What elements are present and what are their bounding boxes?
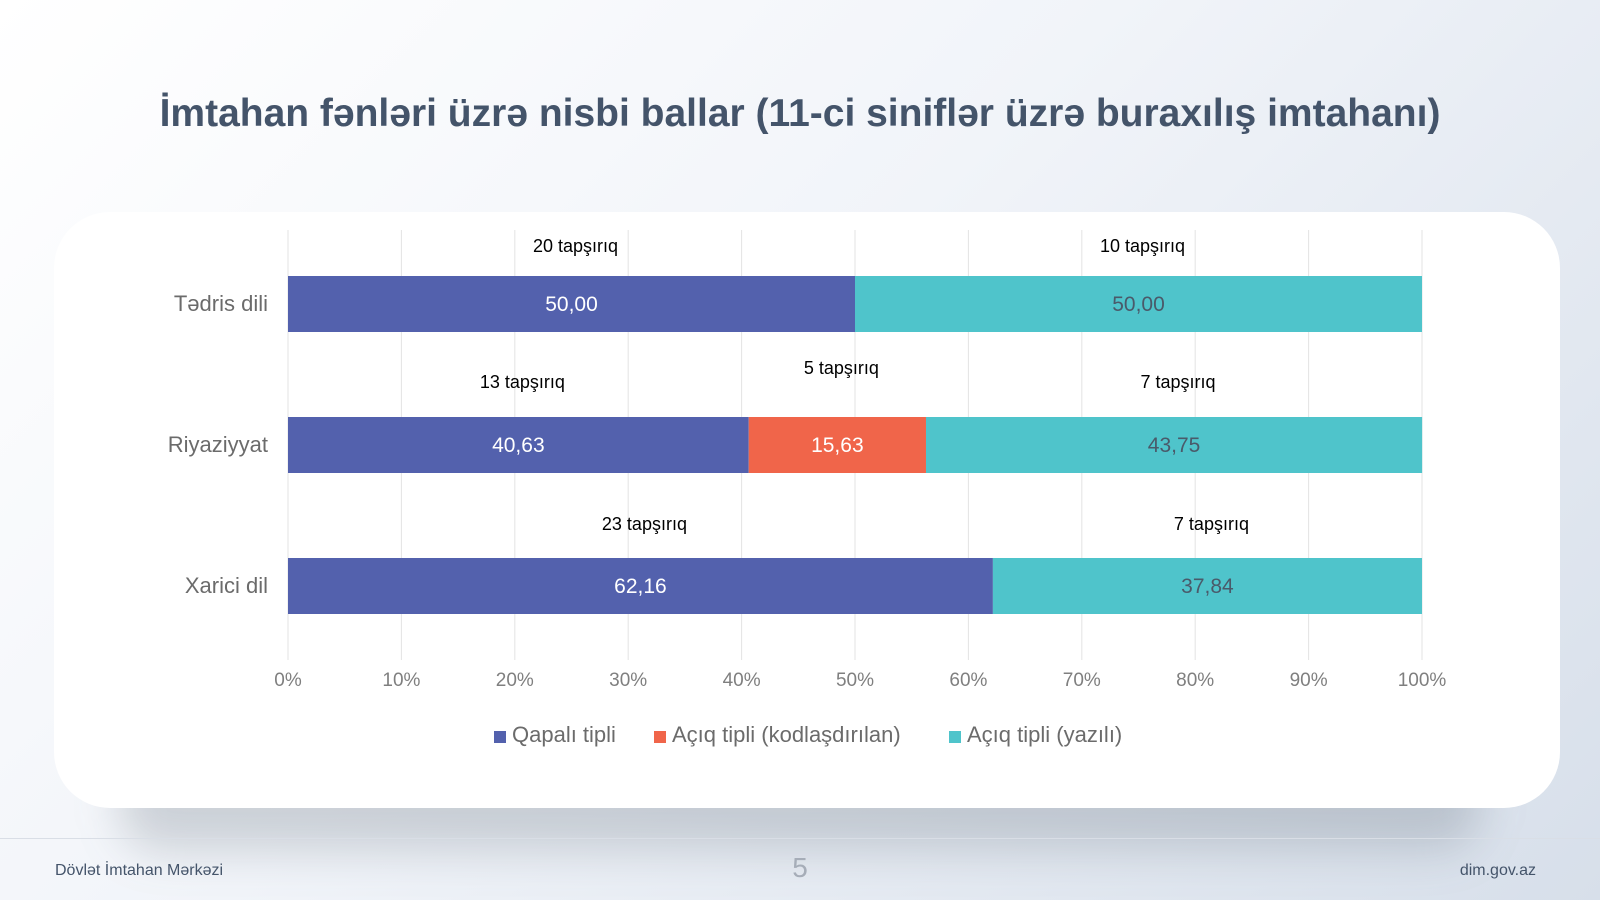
- category-label: Tədris dili: [174, 291, 268, 316]
- x-tick-label: 40%: [723, 670, 761, 691]
- legend-label: Açıq tipli (yazılı): [967, 722, 1122, 747]
- footer-website: dim.gov.az: [1459, 862, 1536, 879]
- x-tick-label: 30%: [609, 670, 647, 691]
- x-tick-label: 70%: [1063, 670, 1101, 691]
- task-count-annotation: 5 tapşırıq: [804, 358, 879, 378]
- data-label: 50,00: [1112, 293, 1165, 316]
- stacked-bar-chart: 0% 10% 20% 30% 40% 50% 60% 70% 80% 90% 100% Tədris …: [168, 230, 1447, 747]
- x-tick-label: 90%: [1290, 670, 1328, 691]
- slide-title: İmtahan fənləri üzrə nisbi ballar (11-ci…: [159, 92, 1441, 135]
- task-count-annotation: 10 tapşırıq: [1100, 236, 1185, 256]
- bar-segment: [925, 417, 1423, 473]
- legend-label: Açıq tipli (kodlaşdırılan): [672, 722, 901, 747]
- legend-swatch: [494, 731, 506, 743]
- bar-segment: [855, 276, 1422, 332]
- x-tick-label: 60%: [949, 670, 987, 691]
- task-count-annotation: 20 tapşırıq: [533, 236, 618, 256]
- bar-segment: [288, 417, 749, 473]
- data-label: 37,84: [1181, 575, 1234, 598]
- data-label: 43,75: [1148, 434, 1201, 457]
- x-tick-label: 20%: [496, 670, 534, 691]
- legend-label: Qapalı tipli: [512, 722, 616, 747]
- chart-card: 0% 10% 20% 30% 40% 50% 60% 70% 80% 90% 100% Tədris …: [54, 212, 1560, 808]
- legend-swatch: [949, 731, 961, 743]
- footer-divider: [0, 838, 1600, 839]
- x-tick-label: 0%: [274, 670, 302, 691]
- data-label: 62,16: [614, 575, 667, 598]
- footer-organization: Dövlət İmtahan Mərkəzi: [55, 862, 224, 879]
- x-tick-label: 100%: [1398, 670, 1447, 691]
- data-label: 15,63: [811, 434, 864, 457]
- task-count-annotation: 7 tapşırıq: [1174, 514, 1249, 534]
- data-label: 40,63: [492, 434, 545, 457]
- task-count-annotation: 13 tapşırıq: [480, 372, 565, 392]
- legend-swatch: [654, 731, 666, 743]
- task-count-annotation: 7 tapşırıq: [1141, 372, 1216, 392]
- bar-segment: [992, 558, 1422, 614]
- x-tick-label: 50%: [836, 670, 874, 691]
- task-count-annotation: 23 tapşırıq: [602, 514, 687, 534]
- x-tick-label: 80%: [1176, 670, 1214, 691]
- data-label: 50,00: [545, 293, 598, 316]
- bar-segment: [288, 558, 993, 614]
- bar-segment: [748, 417, 926, 473]
- bar-segment: [288, 276, 855, 332]
- category-label: Riyaziyyat: [168, 432, 268, 457]
- category-label: Xarici dil: [185, 573, 268, 598]
- page-number: 5: [792, 852, 808, 883]
- x-tick-label: 10%: [382, 670, 420, 691]
